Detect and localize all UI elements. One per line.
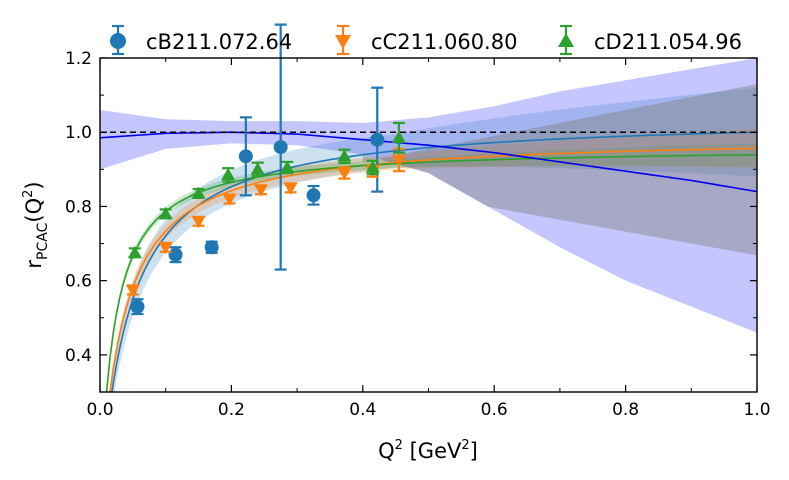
marker <box>127 245 142 259</box>
y-tick-label: 1.2 <box>65 49 92 69</box>
point-0-5 <box>306 184 321 206</box>
legend-entry-1: cC211.060.80 <box>335 24 517 56</box>
y-tick-label: 1.0 <box>65 123 92 143</box>
fit-bands <box>100 58 757 392</box>
marker <box>391 130 406 144</box>
legend-entry-0: cB211.072.64 <box>110 24 292 56</box>
marker <box>337 149 352 162</box>
marker <box>370 132 385 147</box>
marker <box>191 186 206 199</box>
marker <box>191 216 206 229</box>
marker <box>130 299 145 314</box>
point-0-0 <box>130 298 145 316</box>
marker <box>337 167 352 181</box>
marker <box>365 160 380 173</box>
legend-marker <box>110 33 126 49</box>
continuum-band <box>100 58 757 333</box>
fit-band-0 <box>109 87 757 392</box>
point-1-1 <box>158 241 173 255</box>
legend-marker <box>335 35 351 49</box>
marker <box>158 242 173 255</box>
y-tick-label: 0.4 <box>65 346 92 366</box>
point-0-4 <box>273 23 288 271</box>
point-2-3 <box>221 167 236 183</box>
point-1-4 <box>253 184 268 197</box>
x-tick-label: 0.8 <box>612 400 639 420</box>
point-2-2 <box>191 186 206 200</box>
continuum-line <box>100 131 757 193</box>
y-axis-label: rPCAC(Q2) <box>21 181 51 268</box>
marker <box>222 193 237 207</box>
point-2-0 <box>127 245 142 259</box>
legend: cB211.072.64 cC211.060.80 cD211.054.96 <box>110 24 742 56</box>
x-tick-label: 0.6 <box>481 400 508 420</box>
marker <box>250 162 265 175</box>
marker <box>283 182 298 195</box>
fit-line-1 <box>109 147 757 392</box>
marker <box>204 240 219 255</box>
point-2-6 <box>337 148 352 165</box>
fit-line-0 <box>111 131 757 392</box>
marker <box>158 206 173 220</box>
legend-entry-2: cD211.054.96 <box>558 24 742 56</box>
axes: 0.0 0.2 0.4 0.6 0.8 1.0 0.4 0.6 0.8 1.0 1.2 <box>65 49 771 420</box>
legend-label: cD211.054.96 <box>594 30 742 54</box>
point-2-5 <box>280 160 295 175</box>
point-1-5 <box>283 182 298 195</box>
point-2-1 <box>158 206 173 220</box>
legend-label: cC211.060.80 <box>371 30 517 54</box>
point-1-6 <box>337 166 352 181</box>
marker <box>125 284 140 297</box>
point-1-2 <box>191 215 206 229</box>
point-1-0 <box>125 284 140 297</box>
legend-label: cB211.072.64 <box>146 30 292 54</box>
x-tick-label: 1.0 <box>743 400 770 420</box>
point-2-4 <box>250 161 265 178</box>
y-tick-label: 0.8 <box>65 197 92 217</box>
point-0-2 <box>204 240 219 255</box>
marker <box>253 184 268 197</box>
data-points <box>125 23 406 316</box>
x-tick-label: 0.4 <box>349 400 376 420</box>
legend-marker <box>558 33 574 47</box>
marker <box>273 140 288 155</box>
marker <box>238 149 253 164</box>
marker <box>391 154 406 168</box>
marker <box>168 247 183 262</box>
point-1-3 <box>222 193 237 207</box>
fit-curves <box>100 131 757 392</box>
point-2-7 <box>365 159 380 176</box>
x-axis-label: Q2 [GeV2] <box>378 438 478 463</box>
y-tick-label: 0.6 <box>65 272 92 292</box>
point-2-8 <box>391 121 406 154</box>
point-0-3 <box>238 116 253 197</box>
point-0-1 <box>168 246 183 264</box>
fit-line-2 <box>105 153 757 392</box>
marker <box>221 167 236 181</box>
marker <box>306 188 321 203</box>
marker <box>280 160 295 173</box>
x-tick-label: 0.0 <box>86 400 113 420</box>
overlap-band <box>362 83 757 256</box>
x-tick-label: 0.2 <box>218 400 245 420</box>
